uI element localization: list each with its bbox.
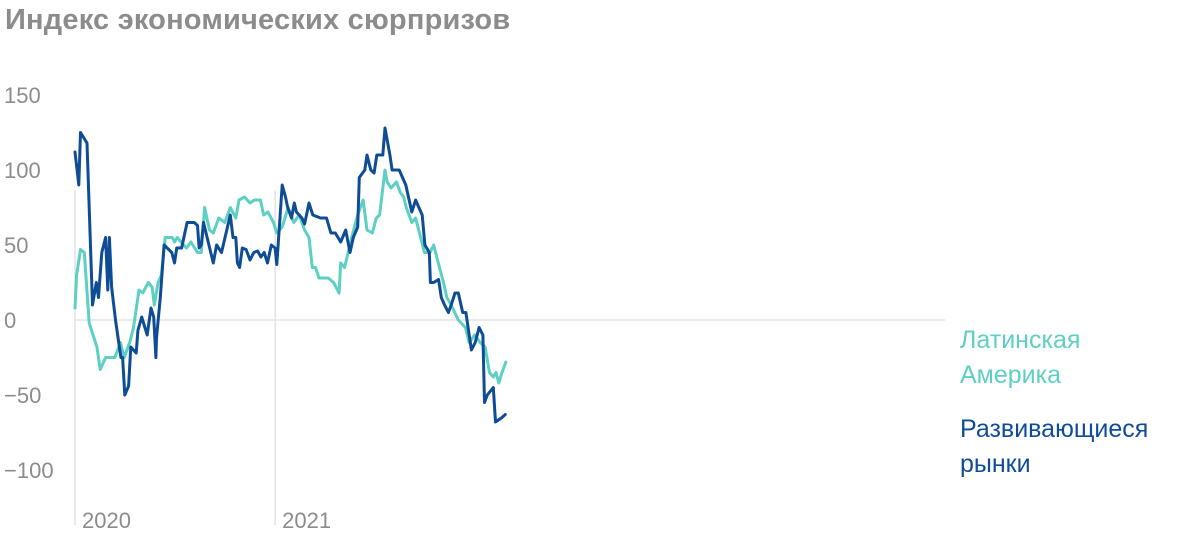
x-tick-label: 2020	[82, 508, 131, 533]
y-tick-label: 100	[4, 158, 41, 183]
axes: 150 100 50 0 −50 −100 2020 2021	[4, 83, 945, 533]
legend: Латинская Америка Развивающиеся рынки	[960, 326, 1148, 478]
series-lines	[73, 126, 508, 424]
series-line-latin-america	[73, 168, 508, 385]
legend-label: Америка	[960, 361, 1061, 389]
y-tick-label: 50	[4, 233, 28, 258]
y-tick-label: −100	[4, 458, 54, 483]
series-line-emerging-markets	[73, 126, 507, 424]
x-tick-label: 2021	[282, 508, 331, 533]
legend-label: Латинская	[960, 326, 1080, 354]
chart-title: Индекс экономических сюрпризов	[5, 4, 511, 36]
legend-label: Развивающиеся	[960, 415, 1148, 443]
y-tick-label: 150	[4, 83, 41, 108]
legend-label: рынки	[960, 450, 1031, 478]
y-tick-label: −50	[4, 383, 41, 408]
y-tick-label: 0	[4, 308, 16, 333]
